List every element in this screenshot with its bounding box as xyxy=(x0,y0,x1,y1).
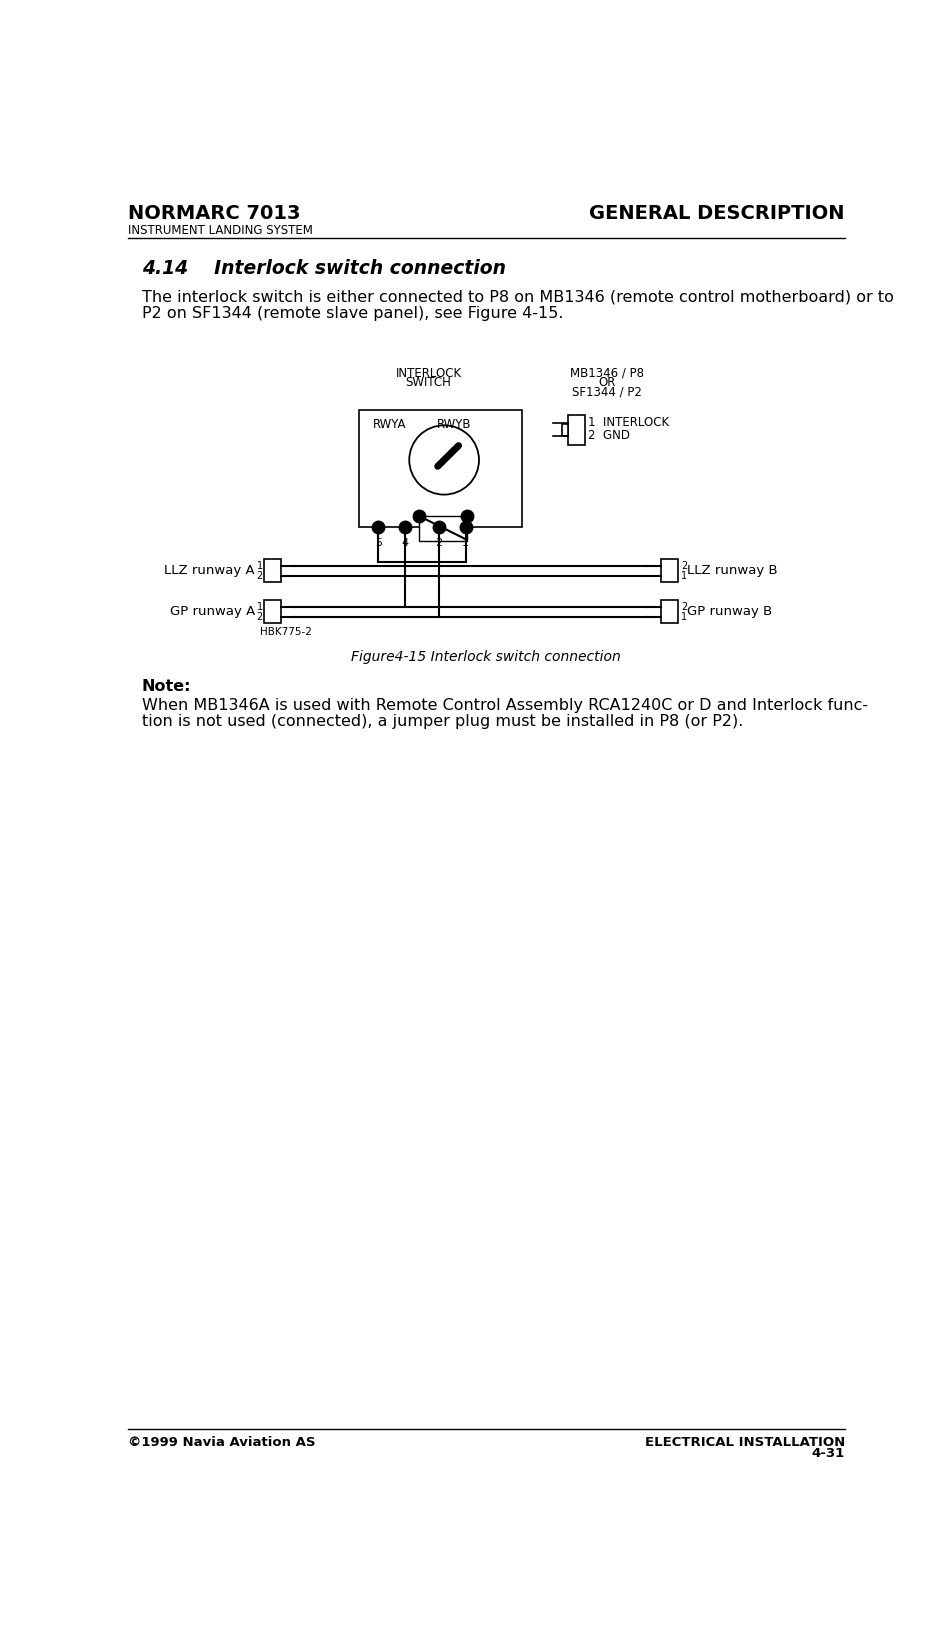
Bar xyxy=(562,424,568,436)
Text: 1: 1 xyxy=(681,571,687,581)
Bar xyxy=(265,601,281,623)
Text: 1: 1 xyxy=(256,561,263,571)
Text: GP runway A: GP runway A xyxy=(170,605,255,619)
Text: 2: 2 xyxy=(436,539,442,548)
Bar xyxy=(568,415,586,444)
Bar xyxy=(661,560,679,583)
Text: 4.14    Interlock switch connection: 4.14 Interlock switch connection xyxy=(141,259,506,277)
Text: tion is not used (connected), a jumper plug must be installed in P8 (or P2).: tion is not used (connected), a jumper p… xyxy=(141,715,743,730)
Text: 2  GND: 2 GND xyxy=(588,429,630,442)
Text: Note:: Note: xyxy=(141,679,192,694)
Bar xyxy=(265,560,281,583)
Text: Figure4-15 Interlock switch connection: Figure4-15 Interlock switch connection xyxy=(351,650,621,664)
Text: GP runway B: GP runway B xyxy=(687,605,772,619)
Text: RWYA: RWYA xyxy=(373,418,406,431)
Text: The interlock switch is either connected to P8 on MB1346 (remote control motherb: The interlock switch is either connected… xyxy=(141,290,894,305)
Text: INTERLOCK: INTERLOCK xyxy=(396,367,461,380)
Text: When MB1346A is used with Remote Control Assembly RCA1240C or D and Interlock fu: When MB1346A is used with Remote Control… xyxy=(141,698,868,713)
Text: GENERAL DESCRIPTION: GENERAL DESCRIPTION xyxy=(589,204,845,222)
Bar xyxy=(359,410,522,527)
Text: SWITCH: SWITCH xyxy=(405,375,452,388)
Text: 4: 4 xyxy=(401,539,409,548)
Text: ELECTRICAL INSTALLATION: ELECTRICAL INSTALLATION xyxy=(644,1436,845,1449)
Text: 1: 1 xyxy=(256,602,263,612)
Text: 2: 2 xyxy=(681,602,687,612)
Text: 1: 1 xyxy=(681,612,687,622)
Text: INSTRUMENT LANDING SYSTEM: INSTRUMENT LANDING SYSTEM xyxy=(128,224,313,237)
Text: OR: OR xyxy=(598,375,616,388)
Text: 2: 2 xyxy=(256,571,263,581)
Text: LLZ runway A: LLZ runway A xyxy=(164,565,255,578)
Text: NORMARC 7013: NORMARC 7013 xyxy=(128,204,301,222)
Text: HBK775-2: HBK775-2 xyxy=(260,627,312,636)
Bar xyxy=(419,516,467,540)
Text: ©1999 Navia Aviation AS: ©1999 Navia Aviation AS xyxy=(128,1436,315,1449)
Text: 2: 2 xyxy=(681,561,687,571)
Text: 5: 5 xyxy=(375,539,381,548)
Text: P2 on SF1344 (remote slave panel), see Figure 4-15.: P2 on SF1344 (remote slave panel), see F… xyxy=(141,305,564,322)
Text: SF1344 / P2: SF1344 / P2 xyxy=(572,385,642,398)
Text: MB1346 / P8: MB1346 / P8 xyxy=(570,367,643,380)
Text: 2: 2 xyxy=(256,612,263,622)
Bar xyxy=(661,601,679,623)
Text: 4-31: 4-31 xyxy=(811,1448,845,1461)
Text: RWYB: RWYB xyxy=(437,418,471,431)
Text: LLZ runway B: LLZ runway B xyxy=(687,565,778,578)
Text: 1  INTERLOCK: 1 INTERLOCK xyxy=(588,416,669,429)
Text: 1: 1 xyxy=(462,539,470,548)
